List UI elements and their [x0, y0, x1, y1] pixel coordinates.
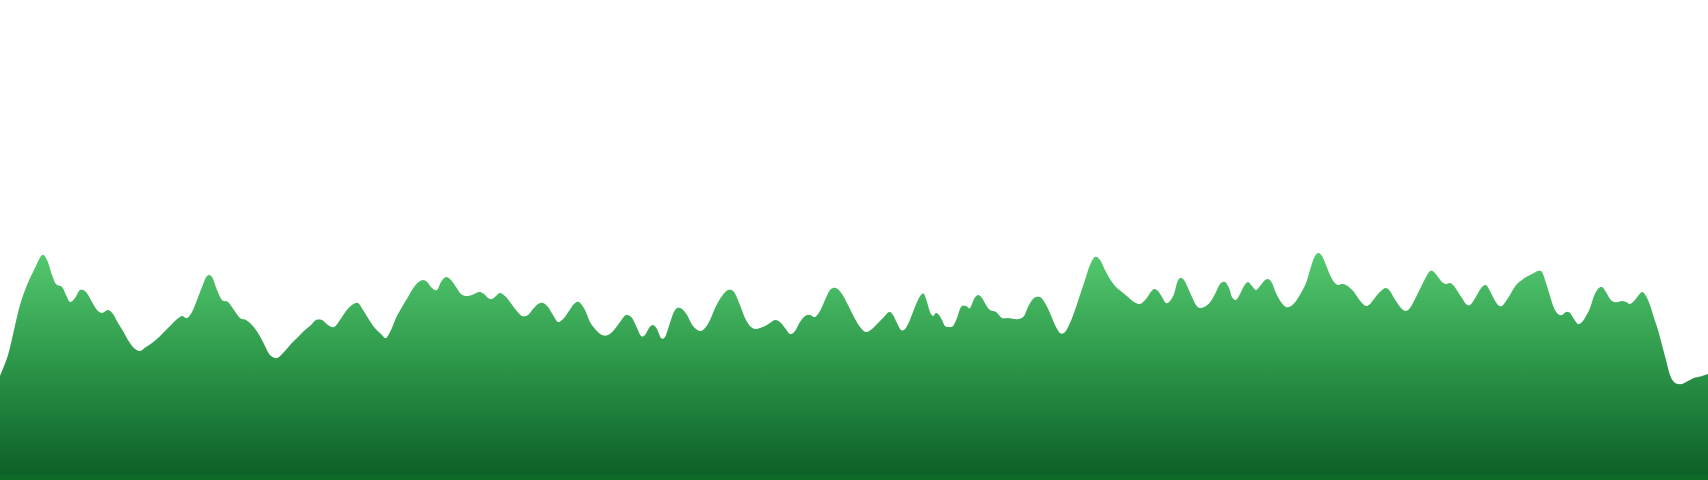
grass-base-strip [0, 474, 1708, 480]
grass-silhouette [0, 252, 1708, 480]
